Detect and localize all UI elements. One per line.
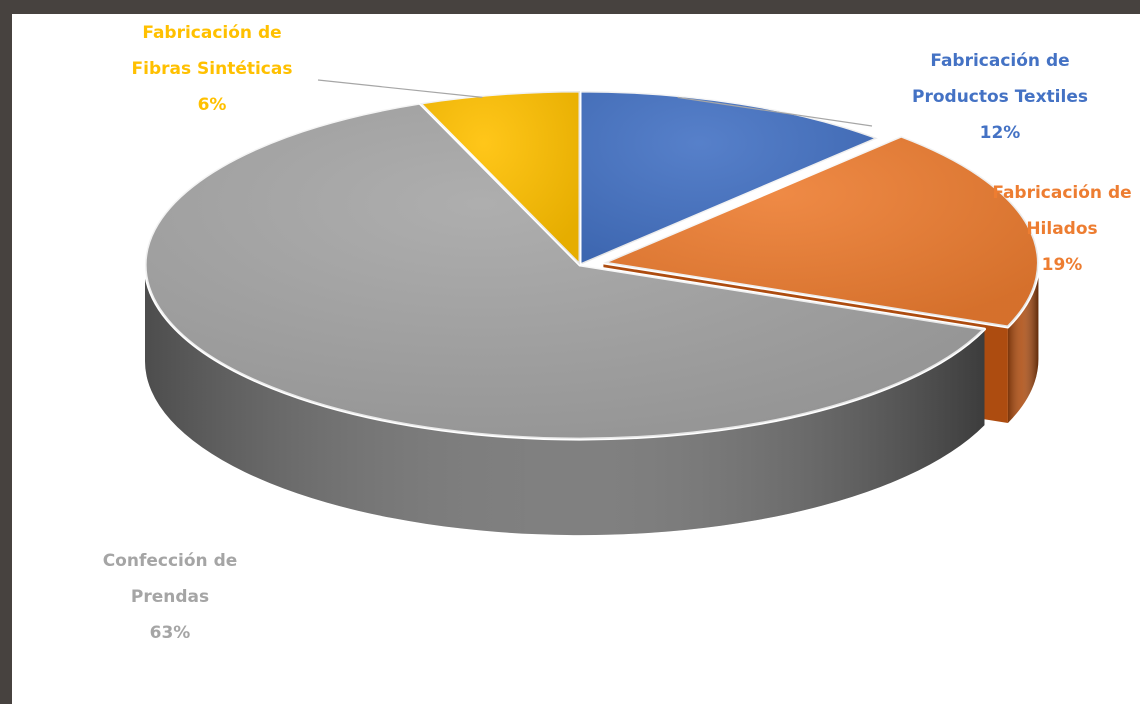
label-name-line: Hilados <box>1026 219 1097 239</box>
slice-label-productos-textiles: Fabricación de Productos Textiles 12% <box>912 51 1088 143</box>
label-name-line: Fabricación de <box>930 51 1069 71</box>
pie-slice-shade-fabricacion-de-hilados <box>603 136 1039 327</box>
label-name-line: Prendas <box>131 587 209 607</box>
label-value: 19% <box>1042 255 1083 275</box>
label-name-line: Productos Textiles <box>912 87 1088 107</box>
slice-label-hilados: Fabricación de Hilados 19% <box>992 183 1131 275</box>
label-name-line: Confección de <box>103 551 238 571</box>
pie-side-shade-confeccion-de-prendas <box>144 265 985 536</box>
pie-slice-shade-fabricacion-de-productos-textiles <box>580 91 878 265</box>
leader-line-fabricacion-de-fibras-sinteticas <box>317 79 483 98</box>
slice-label-fibras-sinteticas: Fabricación de Fibras Sintéticas 6% <box>132 23 293 115</box>
label-value: 6% <box>198 95 227 115</box>
leader-line-fabricacion-de-productos-textiles <box>677 96 873 127</box>
pie-chart: Fabricación de Productos Textiles 12% Fa… <box>103 23 1132 643</box>
label-name-line: Fabricación de <box>992 183 1131 203</box>
pie-slice-shade-fabricacion-de-fibras-sinteticas <box>419 90 580 265</box>
label-value: 63% <box>150 623 191 643</box>
slice-label-confeccion-prendas: Confección de Prendas 63% <box>103 551 238 643</box>
chart-panel: Fabricación de Productos Textiles 12% Fa… <box>12 14 1140 704</box>
label-value: 12% <box>980 123 1021 143</box>
pie-top-layer <box>143 89 1040 441</box>
label-name-line: Fabricación de <box>142 23 281 43</box>
label-name-line: Fibras Sintéticas <box>132 59 293 79</box>
pie-side-shade-fabricacion-de-hilados <box>1007 262 1039 423</box>
pie-slice-shade-confeccion-de-prendas <box>145 103 985 439</box>
